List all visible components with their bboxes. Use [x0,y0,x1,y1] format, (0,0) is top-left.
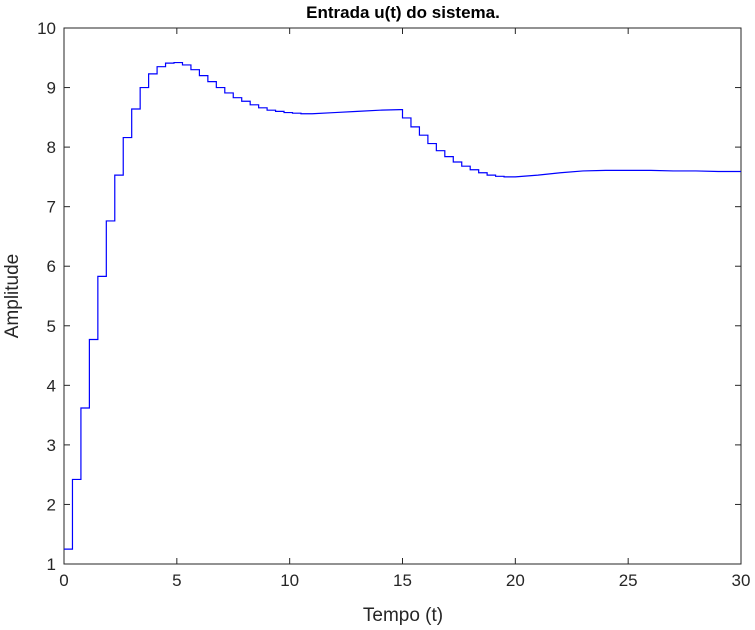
y-tick-label: 3 [47,436,56,455]
x-tick-label: 5 [172,571,181,590]
x-tick-label: 0 [59,571,68,590]
y-tick-label: 9 [47,79,56,98]
y-tick-label: 10 [37,19,56,38]
y-axis-ticks: 1 2 3 4 5 6 7 8 9 10 [37,19,741,574]
x-tick-label: 15 [393,571,412,590]
y-tick-label: 5 [47,317,56,336]
x-tick-label: 25 [619,571,638,590]
plot-area [63,27,742,565]
y-tick-label: 8 [47,138,56,157]
x-tick-label: 20 [506,571,525,590]
y-tick-label: 6 [47,257,56,276]
y-tick-label: 1 [47,555,56,574]
x-axis-label: Tempo (t) [363,605,443,626]
y-tick-label: 4 [47,376,56,395]
x-axis-ticks: 0 5 10 15 20 25 30 [59,28,750,590]
series-line-u-t [64,61,741,550]
x-tick-label: 10 [280,571,299,590]
y-axis-label: Amplitude [2,254,23,339]
x-tick-label: 30 [732,571,751,590]
y-tick-label: 7 [47,198,56,217]
y-tick-label: 2 [47,495,56,514]
chart-title: Entrada u(t) do sistema. [306,3,500,22]
